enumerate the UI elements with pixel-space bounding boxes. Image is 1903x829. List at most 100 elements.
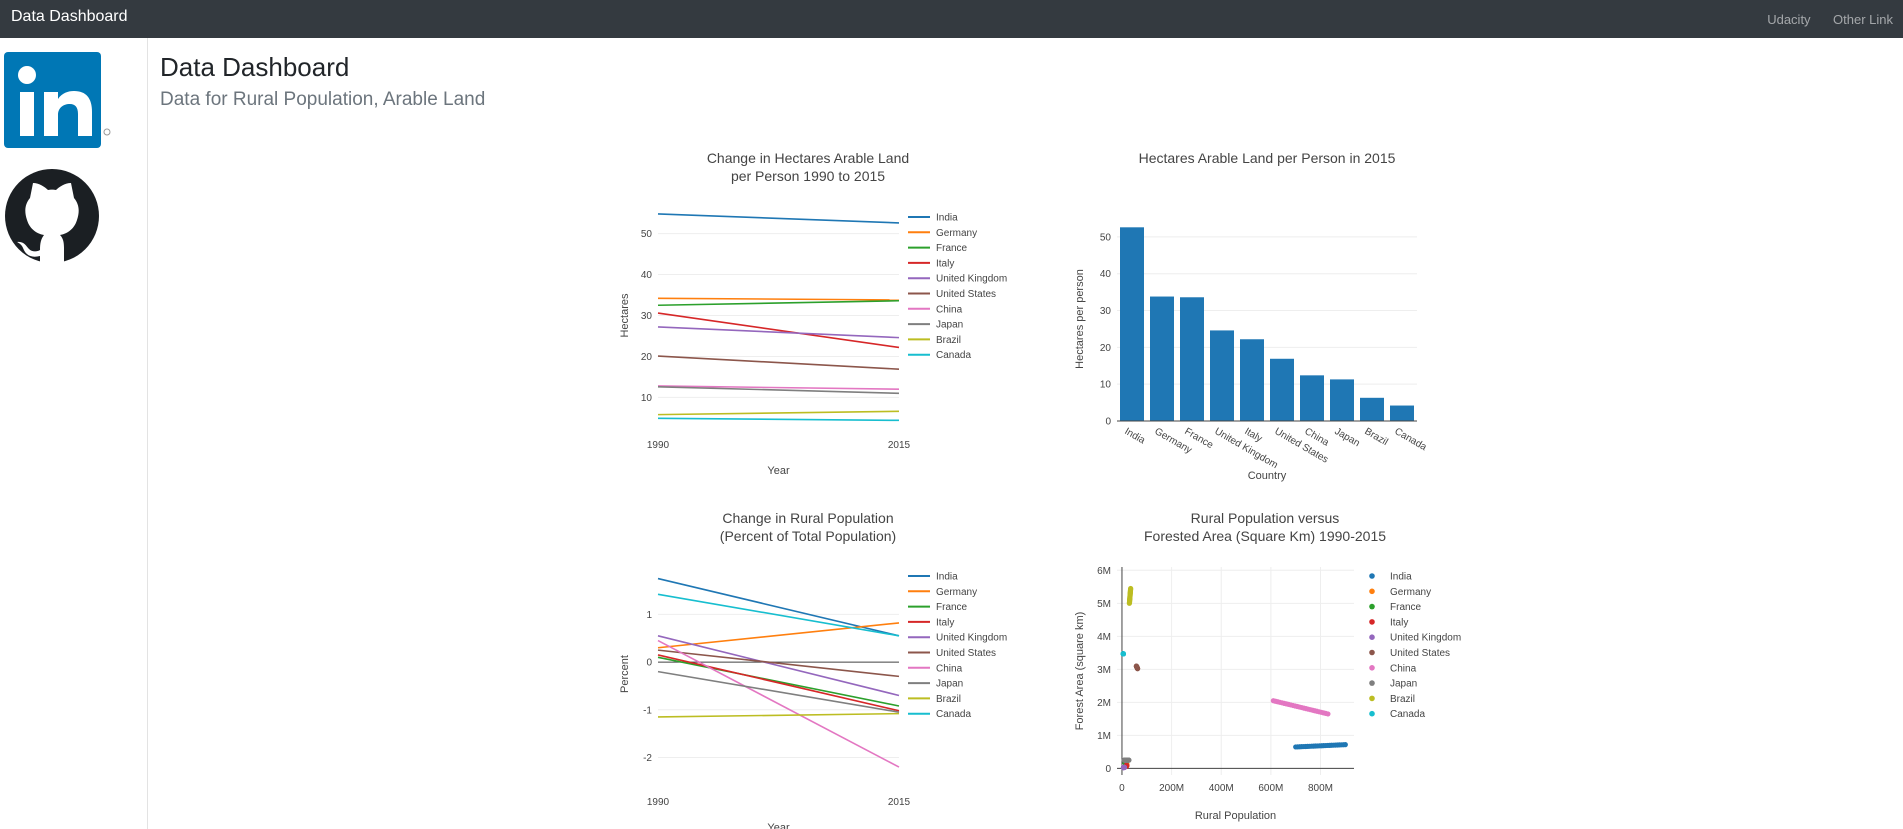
y-tick-label: 1 xyxy=(646,610,652,621)
y-axis-title: Hectares xyxy=(619,293,631,338)
legend-label-india: India xyxy=(1390,572,1412,583)
x-tick-label: 2015 xyxy=(888,440,911,451)
bar-canada xyxy=(1390,405,1414,421)
nav-link-udacity[interactable]: Udacity xyxy=(1767,12,1811,27)
bar-japan xyxy=(1330,379,1354,421)
legend-label-canada: Canada xyxy=(936,350,971,361)
x-axis-title: Year xyxy=(767,822,790,829)
series-line-canada xyxy=(657,417,900,422)
y-tick-label: 0 xyxy=(646,658,652,669)
y-axis-title: Hectares per person xyxy=(1074,269,1086,369)
series-line-germany xyxy=(657,622,900,649)
y-tick-label: 3M xyxy=(1097,665,1111,676)
legend-label-japan: Japan xyxy=(936,679,963,690)
x-axis-title: Year xyxy=(767,465,790,475)
legend-marker-brazil xyxy=(1369,695,1375,702)
series-line-italy xyxy=(657,312,900,349)
y-tick-label: 30 xyxy=(641,311,653,322)
point-united-states xyxy=(1133,663,1139,669)
y-tick-label: 30 xyxy=(1100,306,1112,317)
y-axis-title: Forest Area (square km) xyxy=(1074,612,1086,731)
legend-label-united-states: United States xyxy=(1390,648,1450,659)
legend-label-china: China xyxy=(1390,663,1417,674)
series-line-india xyxy=(657,213,900,224)
legend-label-japan: Japan xyxy=(1390,679,1417,690)
bar-india xyxy=(1120,227,1144,421)
x-axis-title: Country xyxy=(1248,470,1287,482)
series-line-united-states xyxy=(657,649,900,678)
legend-label-brazil: Brazil xyxy=(936,335,961,346)
legend-label-brazil: Brazil xyxy=(936,694,961,705)
chart-title: Rural Population versus xyxy=(1191,510,1340,526)
legend-label-france: France xyxy=(936,602,968,613)
x-tick-label: 0 xyxy=(1119,783,1125,794)
point-canada xyxy=(1120,651,1126,657)
x-tick-label: Canada xyxy=(1393,426,1429,453)
x-tick-label: 400M xyxy=(1209,783,1234,794)
y-tick-label: 4M xyxy=(1097,632,1111,643)
bar-united-states xyxy=(1270,358,1294,421)
series-line-france xyxy=(657,299,900,307)
bar-united-kingdom xyxy=(1210,330,1234,421)
linkedin-icon[interactable] xyxy=(4,52,112,155)
bar-france xyxy=(1180,297,1204,421)
legend-label-germany: Germany xyxy=(936,228,977,239)
x-tick-label: 2015 xyxy=(888,797,911,808)
series-line-china xyxy=(657,385,900,391)
legend-label-united-kingdom: United Kingdom xyxy=(936,274,1007,285)
y-tick-label: 6M xyxy=(1097,566,1111,577)
y-tick-label: 40 xyxy=(641,270,653,281)
bar-china xyxy=(1300,375,1324,421)
github-icon[interactable] xyxy=(4,168,100,269)
y-tick-label: 50 xyxy=(1100,232,1112,243)
legend-label-india: India xyxy=(936,572,958,583)
series-line-brazil xyxy=(657,410,900,416)
y-tick-label: 10 xyxy=(1100,380,1112,391)
y-tick-label: 2M xyxy=(1097,698,1111,709)
legend-label-france: France xyxy=(936,243,968,254)
point-india xyxy=(1342,742,1348,748)
legend-marker-united-states xyxy=(1369,649,1375,656)
series-line-france xyxy=(657,656,900,707)
chart-title: Hectares Arable Land per Person in 2015 xyxy=(1139,150,1396,166)
legend-marker-canada xyxy=(1369,710,1375,717)
page-title: Data Dashboard xyxy=(160,52,350,82)
series-line-germany xyxy=(657,297,900,301)
legend-label-united-kingdom: United Kingdom xyxy=(936,633,1007,644)
legend-label-china: China xyxy=(936,663,963,674)
y-tick-label: 5M xyxy=(1097,599,1111,610)
legend-marker-united-kingdom xyxy=(1369,634,1375,640)
series-line-canada xyxy=(657,593,900,637)
y-tick-label: 0 xyxy=(1105,764,1111,775)
nav-link-other[interactable]: Other Link xyxy=(1833,12,1893,27)
chart-title: per Person 1990 to 2015 xyxy=(731,168,885,184)
legend-marker-germany xyxy=(1369,588,1375,595)
chart-arable-land-bar: Hectares Arable Land per Person in 2015 0… xyxy=(1074,150,1429,482)
x-tick-label: Brazil xyxy=(1363,426,1390,448)
y-tick-label: 10 xyxy=(641,393,653,404)
point-china xyxy=(1325,711,1331,717)
legend-label-china: China xyxy=(936,304,963,315)
legend-label-italy: Italy xyxy=(936,258,954,269)
page-subtitle: Data for Rural Population, Arable Land xyxy=(160,89,486,110)
x-axis-title: Rural Population xyxy=(1195,810,1276,822)
legend-label-brazil: Brazil xyxy=(1390,694,1415,705)
sidebar xyxy=(0,38,148,829)
point-united-kingdom xyxy=(1121,764,1128,770)
legend-label-united-states: United States xyxy=(936,289,996,300)
legend-marker-italy xyxy=(1369,619,1375,625)
bar-brazil xyxy=(1360,397,1384,421)
series-line-united-kingdom xyxy=(657,635,900,697)
chart-rural-vs-forest: Rural Population versus Forested Area (Sq… xyxy=(1074,510,1461,822)
chart-title: Change in Hectares Arable Land xyxy=(707,150,909,166)
navbar-links: Udacity Other Link xyxy=(1759,11,1903,29)
legend-label-germany: Germany xyxy=(1390,587,1431,598)
y-tick-label: 20 xyxy=(641,352,653,363)
x-tick-label: 200M xyxy=(1159,783,1184,794)
navbar-brand[interactable]: Data Dashboard xyxy=(11,8,128,25)
x-tick-label: 1990 xyxy=(647,440,670,451)
series-line-brazil xyxy=(657,712,900,718)
y-tick-label: 20 xyxy=(1100,343,1112,354)
legend-label-italy: Italy xyxy=(1390,617,1408,628)
point-japan xyxy=(1121,757,1127,763)
